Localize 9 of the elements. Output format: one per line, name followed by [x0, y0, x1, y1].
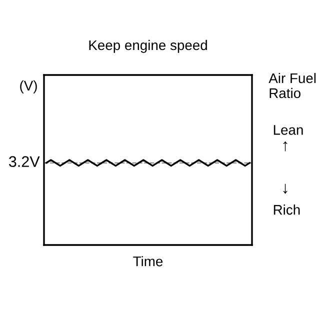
text: ↑	[283, 141, 288, 152]
ref-line-label: 3.2V	[8, 156, 40, 167]
x-axis-title: Time	[133, 256, 163, 266]
text: ↓	[283, 184, 288, 194]
text: Air Fuel Ratio	[268, 72, 316, 98]
chart-title: Keep engine speed	[89, 40, 207, 53]
y-axis-title: (V)	[20, 80, 37, 94]
text: Rich	[274, 204, 300, 215]
text: Lean	[274, 125, 303, 135]
